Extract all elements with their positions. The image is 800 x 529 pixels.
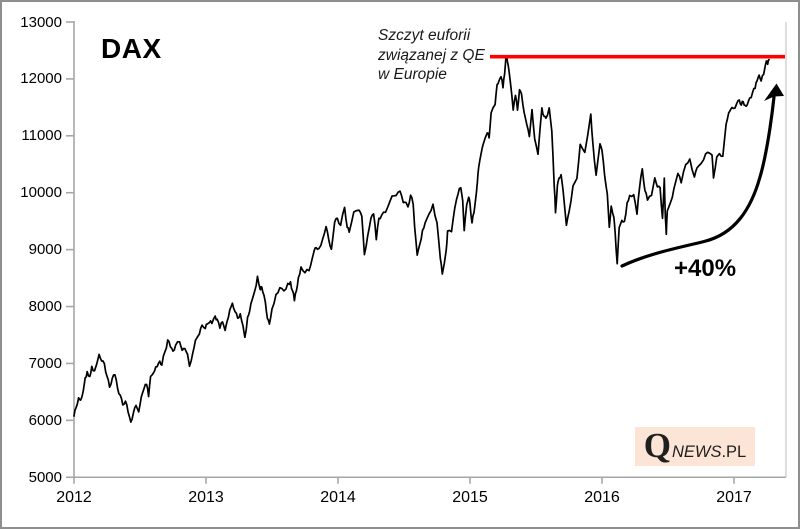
axis-ticks [66,21,735,484]
x-tick-label-2012: 2012 [56,489,92,506]
qnews-logo-q: Q [643,426,671,465]
y-tick-label-12000: 12000 [20,70,62,88]
x-tick-label-2013: 2013 [188,489,224,506]
y-tick-label-7000: 7000 [28,354,62,372]
qe-annotation: Szczyt euforii związanej z QE w Europie [378,26,485,85]
y-tick-label-13000: 13000 [20,13,62,31]
qe-annotation-line2: związanej z QE [378,46,485,64]
qnews-logo-pl: .PL [721,443,747,461]
y-tick-label-10000: 10000 [20,184,62,202]
x-tick-label-2017: 2017 [716,489,752,506]
gain-arrow [620,95,776,268]
y-tick-label-11000: 11000 [21,127,62,145]
qnews-logo-news: NEWS [671,443,722,461]
y-tick-label-6000: 6000 [28,411,62,429]
x-tick-label-2016: 2016 [584,489,620,506]
qnews-logo-badge: Q NEWS .PL [635,427,755,466]
y-tick-label-5000: 5000 [28,468,62,486]
dax-series-line [73,55,770,423]
gain-arrow-head-icon [764,83,784,101]
qe-annotation-line3: w Europie [378,66,447,83]
y-tick-label-8000: 8000 [28,298,62,316]
qe-annotation-line1: Szczyt euforii [378,27,471,44]
gain-percent-label: +40% [674,255,737,282]
chart-title: DAX [101,33,162,64]
x-tick-label-2014: 2014 [320,489,356,506]
x-tick-label-2015: 2015 [452,489,488,506]
y-tick-label-9000: 9000 [28,241,62,259]
